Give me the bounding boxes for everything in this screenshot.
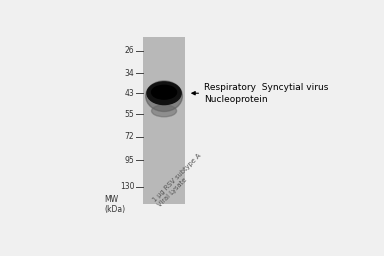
Text: MW
(kDa): MW (kDa)	[104, 195, 126, 214]
Ellipse shape	[152, 105, 177, 117]
Text: 95: 95	[124, 156, 134, 165]
Text: 34: 34	[124, 69, 134, 78]
Text: 72: 72	[125, 132, 134, 141]
Text: 1 μg RSV subtype A
Viral Lysate: 1 μg RSV subtype A Viral Lysate	[152, 152, 207, 208]
Ellipse shape	[146, 81, 182, 111]
Text: 55: 55	[124, 110, 134, 119]
Text: Respiratory  Syncytial virus
Nucleoprotein: Respiratory Syncytial virus Nucleoprotei…	[204, 83, 329, 104]
Ellipse shape	[152, 85, 177, 99]
Ellipse shape	[147, 82, 181, 104]
Text: 26: 26	[125, 46, 134, 55]
Text: 130: 130	[120, 182, 134, 191]
Text: 43: 43	[124, 89, 134, 98]
